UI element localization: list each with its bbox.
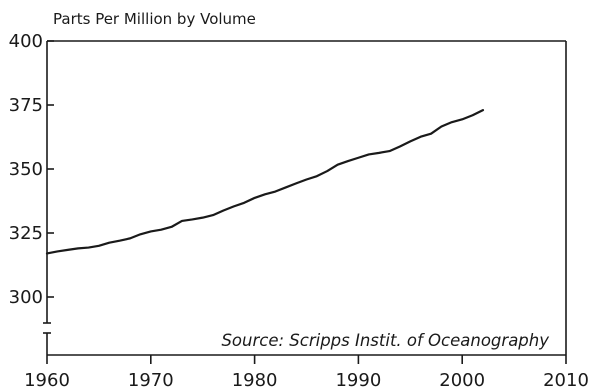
x-ticks: 1960 1970 1980 1990 2000 2010 bbox=[24, 355, 589, 391]
x-tick-label: 2000 bbox=[439, 370, 485, 391]
y-tick-label: 400 bbox=[9, 31, 43, 52]
source-annotation: Source: Scripps Instit. of Oceanography bbox=[221, 331, 549, 350]
y-ticks: 300 325 350 375 400 bbox=[9, 31, 54, 308]
y-tick-label: 325 bbox=[9, 223, 43, 244]
series-line-co2 bbox=[45, 109, 485, 255]
y-tick-label: 350 bbox=[9, 159, 43, 180]
x-tick-label: 2010 bbox=[543, 370, 589, 391]
x-tick-label: 1980 bbox=[232, 370, 278, 391]
y-tick-label: 300 bbox=[9, 287, 43, 308]
x-tick-label: 1970 bbox=[128, 370, 174, 391]
y-tick-label: 375 bbox=[9, 95, 43, 116]
x-tick-label: 1990 bbox=[335, 370, 381, 391]
x-tick-label: 1960 bbox=[24, 370, 70, 391]
y-axis-label: Parts Per Million by Volume bbox=[53, 10, 256, 28]
